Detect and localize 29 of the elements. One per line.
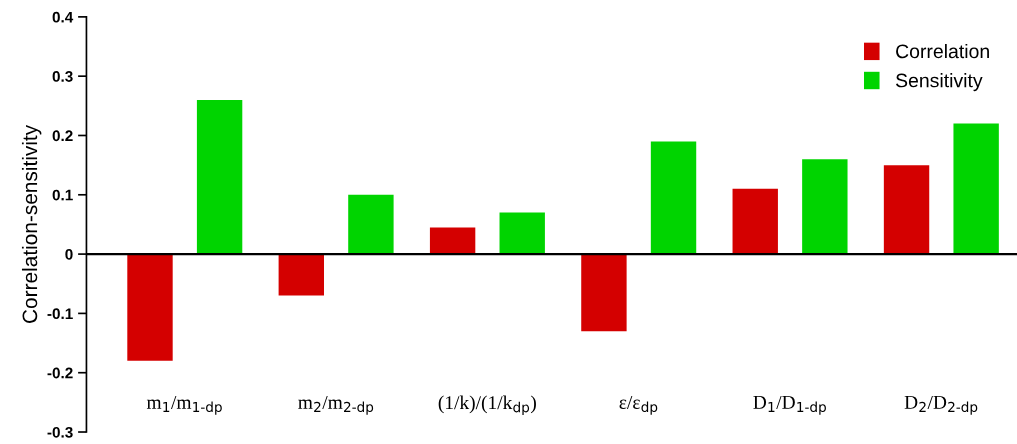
y-tick-label: 0.4 xyxy=(52,11,74,23)
x-tick-label: D$_{2}$/D$_{2-dp}$ xyxy=(904,395,978,415)
bar xyxy=(650,141,697,255)
y-tick-label: -0.3 xyxy=(47,426,73,438)
y-tick-label: 0.2 xyxy=(52,130,73,142)
x-tick-label: D$_{1}$/D$_{1-dp}$ xyxy=(753,395,826,415)
bar xyxy=(348,194,394,255)
y-tick-label: 0.3 xyxy=(52,71,73,82)
legend-label: Sensitivity xyxy=(895,73,983,92)
bar xyxy=(278,254,324,296)
y-axis-title: Correlation-sensitivity xyxy=(21,124,42,323)
bar xyxy=(429,227,476,255)
bar xyxy=(499,212,545,255)
x-tick-label: m$_{2}$/m$_{2-dp}$ xyxy=(298,395,374,415)
y-tick-label: -0.2 xyxy=(47,367,73,379)
bar xyxy=(732,188,778,255)
x-tick-label: ε/ε$_{dp}$ xyxy=(619,395,658,415)
bar xyxy=(127,254,173,361)
bar xyxy=(883,165,930,255)
bar xyxy=(196,99,243,255)
bar xyxy=(581,254,627,332)
x-tick-label: m$_{1}$/m$_{1-dp}$ xyxy=(146,395,222,415)
y-tick-label: 0.1 xyxy=(52,189,73,201)
x-tick-label: (1/k)/(1/k$_{dp}$) xyxy=(438,395,536,416)
legend-label: Correlation xyxy=(896,43,989,59)
y-tick-label: 0 xyxy=(65,248,73,260)
y-tick-label: -0.1 xyxy=(47,308,73,320)
bar xyxy=(802,159,848,255)
bar xyxy=(953,123,999,255)
